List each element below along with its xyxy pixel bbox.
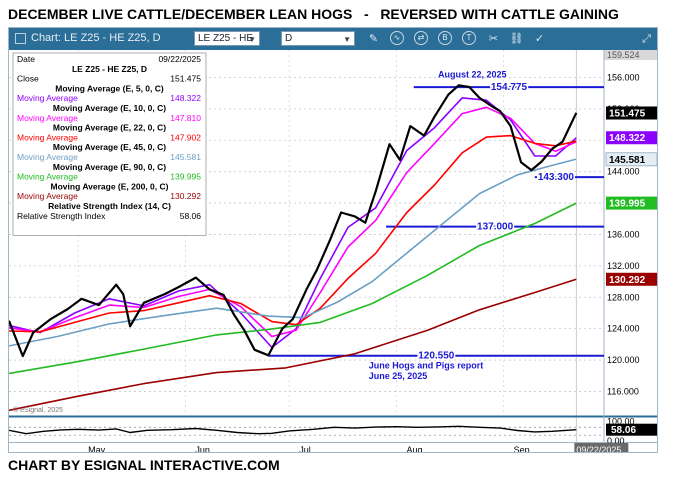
legend-study-title: Moving Average (E, 90, 0, C) bbox=[53, 162, 166, 172]
legend-ma-label: Moving Average bbox=[17, 132, 78, 142]
chart-heading: DECEMBER LIVE CATTLE/DECEMBER LEAN HOGS … bbox=[8, 6, 619, 22]
date-tick-label: Aug bbox=[406, 445, 422, 453]
price-tick-label: 136.000 bbox=[607, 229, 640, 239]
price-tick-label: 124.000 bbox=[607, 324, 640, 334]
price-tick-label: 144.000 bbox=[607, 167, 640, 177]
annotation-text: August 22, 2025 bbox=[438, 69, 507, 79]
series-line bbox=[9, 134, 577, 333]
price-tag bbox=[606, 196, 657, 210]
legend-study-title: Moving Average (E, 200, 0, C) bbox=[51, 181, 169, 191]
t-circle-icon[interactable]: T bbox=[462, 31, 476, 45]
check-icon[interactable]: ✓ bbox=[534, 32, 545, 45]
legend-close-value: 151.475 bbox=[170, 74, 201, 84]
legend-close-label: Close bbox=[17, 74, 39, 84]
legend-ma-value: 145.581 bbox=[170, 152, 201, 162]
price-tag-label: 148.322 bbox=[609, 133, 646, 144]
legend-ma-label: Moving Average bbox=[17, 113, 78, 123]
legend-ma-value: 130.292 bbox=[170, 191, 201, 201]
legend-study-title: Moving Average (E, 10, 0, C) bbox=[53, 103, 166, 113]
rsi-value-tag bbox=[606, 423, 657, 436]
legend-box bbox=[12, 52, 207, 236]
date-tick-label: Jul bbox=[299, 445, 311, 453]
interval-select[interactable]: D ▼ bbox=[281, 31, 355, 46]
legend-ma-value: 147.902 bbox=[170, 132, 201, 142]
legend-rsi-title: Relative Strength Index (14, C) bbox=[48, 201, 171, 211]
link-icon[interactable]: ⛓ bbox=[509, 32, 524, 45]
wave-icon[interactable]: ∿ bbox=[390, 31, 404, 45]
legend-ma-value: 148.322 bbox=[170, 93, 201, 103]
expand-icon[interactable]: ⤢ bbox=[642, 32, 651, 45]
date-tick-label: Jun bbox=[195, 445, 210, 453]
interval-value: D bbox=[285, 33, 293, 44]
window-title: Chart: LE Z25 - HE Z25, D bbox=[31, 32, 161, 44]
rsi-line bbox=[9, 425, 577, 435]
legend-symbol: LE Z25 - HE Z25, D bbox=[72, 64, 147, 74]
symbol-input[interactable]: LE Z25 - HE ▼ bbox=[194, 31, 260, 46]
legend-ma-value: 139.995 bbox=[170, 172, 201, 182]
top-price-tag bbox=[604, 50, 657, 60]
legend-ma-label: Moving Average bbox=[17, 191, 78, 201]
rsi-tick-label: 100.00 bbox=[607, 416, 635, 426]
chevron-down-icon[interactable]: ▼ bbox=[343, 35, 351, 44]
legend-study-title: Moving Average (E, 5, 0, C) bbox=[55, 83, 164, 93]
legend-ma-value: 147.810 bbox=[170, 113, 201, 123]
chart-window-icon bbox=[15, 33, 26, 44]
symbol-value: LE Z25 - HE bbox=[198, 33, 254, 44]
price-tag bbox=[606, 131, 657, 145]
legend-rsi-value: 58.06 bbox=[180, 211, 202, 221]
price-tag bbox=[605, 152, 657, 167]
current-date-label: 09/22/2025 bbox=[576, 445, 621, 453]
chart-window: Chart: LE Z25 - HE Z25, D LE Z25 - HE ▼ … bbox=[8, 27, 658, 453]
date-axis bbox=[9, 443, 657, 452]
legend-ma-label: Moving Average bbox=[17, 152, 78, 162]
price-tick-label: 120.000 bbox=[607, 355, 640, 365]
series-line bbox=[9, 278, 577, 412]
pencil-icon[interactable]: ✎ bbox=[368, 32, 379, 45]
price-tick-label: 128.000 bbox=[607, 292, 640, 302]
price-tag-label: 151.475 bbox=[609, 108, 646, 119]
tools-icon[interactable]: ✂ bbox=[488, 32, 499, 45]
price-tag-label: 139.995 bbox=[609, 199, 646, 210]
top-price-label: 159.524 bbox=[607, 50, 640, 60]
price-tag bbox=[606, 106, 657, 120]
price-tag-label: 130.292 bbox=[609, 275, 646, 286]
data-legend: Date 09/22/2025 LE Z25 - HE Z25, D Close 151… bbox=[12, 52, 207, 236]
date-tick-label: May bbox=[88, 445, 106, 453]
level-label: 120.550 bbox=[418, 351, 455, 362]
legend-study-title: Moving Average (E, 22, 0, C) bbox=[53, 123, 166, 133]
price-tag bbox=[606, 272, 657, 286]
chart-credit: CHART BY ESIGNAL INTERACTIVE.COM bbox=[8, 457, 280, 473]
series-line bbox=[9, 84, 578, 358]
date-tick-label: Sep bbox=[514, 445, 530, 453]
series-line bbox=[9, 202, 577, 375]
compare-icon[interactable]: ⇄ bbox=[414, 31, 428, 45]
price-tag-label: 145.581 bbox=[609, 155, 646, 166]
legend-ma-label: Moving Average bbox=[17, 93, 78, 103]
annotation-text: June Hogs and Pigs report bbox=[369, 361, 484, 371]
annotation-text: June 25, 2025 bbox=[369, 371, 428, 381]
series-line bbox=[9, 158, 577, 347]
legend-ma-label: Moving Average bbox=[17, 172, 78, 182]
b-circle-icon[interactable]: B bbox=[438, 31, 452, 45]
level-label: 154.775 bbox=[491, 82, 528, 93]
price-tick-label: 116.000 bbox=[607, 386, 639, 396]
level-label: 143.300 bbox=[538, 172, 575, 183]
level-label: 137.000 bbox=[477, 222, 514, 233]
rsi-tick-label: 0.00 bbox=[607, 436, 625, 446]
legend-date-label: Date bbox=[17, 54, 35, 64]
rsi-value-label: 58.06 bbox=[611, 425, 636, 436]
price-tick-label: 156.000 bbox=[607, 72, 640, 82]
watermark-text: © eSignal, 2025 bbox=[13, 406, 63, 414]
chevron-down-icon[interactable]: ▼ bbox=[248, 35, 256, 44]
legend-rsi-label: Relative Strength Index bbox=[17, 211, 106, 221]
price-chart[interactable]: 116.000 120.000 124.000 128.000 132.000 136.0… bbox=[9, 50, 658, 453]
window-titlebar: Chart: LE Z25 - HE Z25, D LE Z25 - HE ▼ … bbox=[9, 28, 657, 50]
legend-study-title: Moving Average (E, 45, 0, C) bbox=[53, 142, 166, 152]
current-date-tag bbox=[574, 443, 629, 452]
price-tick-label: 132.000 bbox=[607, 261, 640, 271]
legend-date-value: 09/22/2025 bbox=[158, 54, 201, 64]
